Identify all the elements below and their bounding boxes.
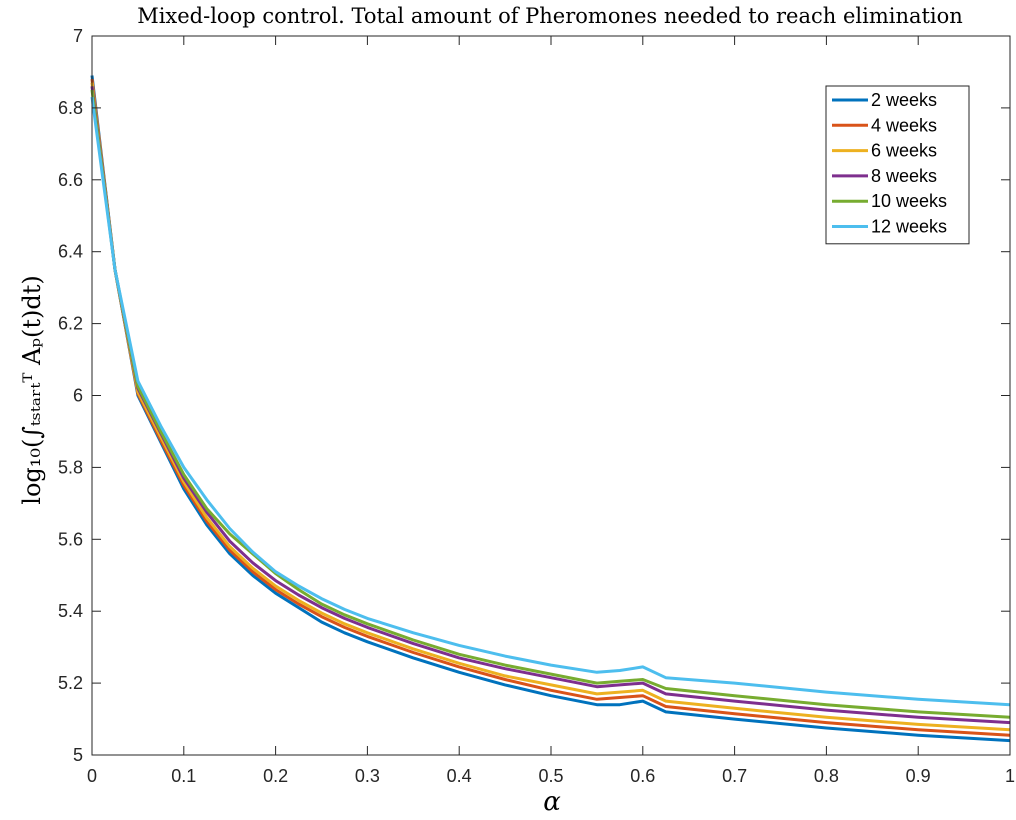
y-tick-label: 5 [73, 745, 83, 765]
x-tick-label: 0.4 [447, 766, 472, 786]
x-tick-label: 1 [1005, 766, 1015, 786]
y-tick-label: 5.8 [58, 457, 83, 477]
x-tick-label: 0.9 [906, 766, 931, 786]
legend-label: 12 weeks [871, 217, 947, 237]
plot-lines [90, 75, 1011, 743]
y-tick-label: 6.8 [58, 98, 83, 118]
y-axis-label: log₁₀(∫ₜₛₜₐᵣₜᵀ Aₚ(t)dt) [18, 275, 46, 504]
legend-label: 4 weeks [871, 115, 937, 135]
y-tick-label: 6.2 [58, 314, 83, 334]
x-axis: 0 0.1 0.2 0.3 0.4 0.5 0.6 0.7 0.8 0.9 1 [87, 36, 1015, 786]
y-tick-label: 6.6 [58, 170, 83, 190]
y-tick-label: 6.4 [58, 242, 83, 262]
series-line-6 [90, 96, 1011, 707]
x-tick-label: 0.8 [814, 766, 839, 786]
series-line-3 [90, 82, 1011, 732]
series-line-2 [90, 78, 1011, 737]
x-axis-label: α [543, 787, 561, 817]
x-tick-label: 0 [87, 766, 97, 786]
x-tick-label: 0.5 [538, 766, 563, 786]
legend-label: 6 weeks [871, 141, 937, 161]
y-tick-label: 5.2 [58, 673, 83, 693]
series-line-1 [90, 75, 1011, 743]
legend-box [825, 85, 970, 245]
x-tick-label: 0.6 [630, 766, 655, 786]
x-tick-label: 0.2 [263, 766, 288, 786]
y-tick-label: 5.4 [58, 601, 83, 621]
legend-label: 2 weeks [871, 90, 937, 110]
legend: 2 weeks 4 weeks 6 weeks 8 weeks 10 weeks 12 w… [825, 85, 970, 245]
legend-label: 8 weeks [871, 166, 937, 186]
y-tick-label: 7 [73, 26, 83, 46]
y-axis: 5 5.2 5.4 5.6 5.8 6 6.2 6.4 6.6 6.8 7 [58, 26, 1010, 765]
series-line-4 [90, 86, 1011, 725]
series-line-5 [90, 89, 1011, 719]
y-tick-label: 6 [73, 386, 83, 406]
x-tick-label: 0.7 [722, 766, 747, 786]
x-tick-label: 0.3 [355, 766, 380, 786]
y-tick-label: 5.6 [58, 529, 83, 549]
chart-title: Mixed-loop control. Total amount of Pher… [137, 4, 963, 28]
legend-label: 10 weeks [871, 191, 947, 211]
x-tick-label: 0.1 [171, 766, 196, 786]
